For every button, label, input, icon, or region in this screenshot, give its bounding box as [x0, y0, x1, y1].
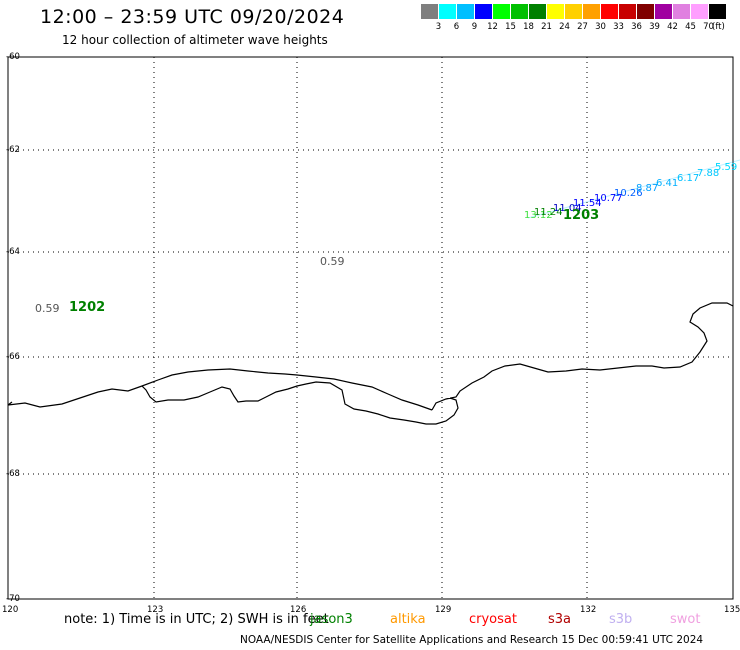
- legend-swatch: [493, 4, 510, 19]
- lon-tick: 135: [724, 605, 740, 615]
- legend-label: 15: [505, 22, 516, 32]
- legend-swatch: [637, 4, 654, 19]
- legend-swatch: [475, 4, 492, 19]
- lat-tick: -62: [6, 145, 20, 155]
- lon-tick: 126: [290, 605, 307, 615]
- legend-label: 36: [631, 22, 642, 32]
- map-subtitle: 12 hour collection of altimeter wave hei…: [62, 33, 328, 47]
- coastline: [7, 302, 734, 425]
- map-frame: [7, 56, 734, 600]
- color-legend: 3 6 9 12 15 18 21 24 27 30 33 36 39 42 4…: [421, 4, 729, 34]
- track-value-label: 10.26: [614, 188, 643, 199]
- legend-label: 39: [649, 22, 660, 32]
- legend-swatch: [457, 4, 474, 19]
- lat-tick: -70: [6, 594, 20, 604]
- legend-swatch: [673, 4, 690, 19]
- legend-swatch: [709, 4, 726, 19]
- legend-label: 9: [471, 22, 478, 32]
- legend-label: 24: [559, 22, 570, 32]
- note-text: note: 1) Time is in UTC; 2) SWH is in fe…: [64, 612, 329, 627]
- track-value-label: 13.12: [524, 210, 553, 221]
- lat-tick: -66: [6, 352, 20, 362]
- legend-swatch: [439, 4, 456, 19]
- legend-swatch: [601, 4, 618, 19]
- track-value-label: 8.87: [636, 183, 659, 194]
- legend-label: 42: [667, 22, 678, 32]
- legend-swatch: [655, 4, 672, 19]
- graticule: [8, 57, 733, 599]
- legend-label: 3: [435, 22, 442, 32]
- legend-label: 18: [523, 22, 534, 32]
- wave-value-label: 0.59: [35, 302, 60, 315]
- sat-s3b: s3b: [609, 612, 633, 627]
- track-value-label: 10.77: [594, 193, 623, 204]
- time-label: 1203: [563, 208, 600, 223]
- legend-unit: (ft): [712, 22, 725, 32]
- legend-swatch: [511, 4, 528, 19]
- legend-swatch: [691, 4, 708, 19]
- lat-tick: -60: [6, 52, 20, 62]
- track-value-label: 11.54: [573, 198, 602, 209]
- legend-swatch: [421, 4, 438, 19]
- legend-label: 30: [595, 22, 606, 32]
- lat-tick: -68: [6, 469, 20, 479]
- sat-s3a: s3a: [548, 612, 572, 627]
- sat-altika: altika: [390, 612, 426, 627]
- lon-tick: 129: [435, 605, 452, 615]
- legend-swatch: [529, 4, 546, 19]
- track-value-label: 5.59: [715, 162, 738, 173]
- legend-label: 6: [453, 22, 460, 32]
- track-value-label: 7.88: [697, 168, 720, 179]
- legend-label: 45: [685, 22, 696, 32]
- track-value-label: 6.41: [656, 178, 679, 189]
- track-value-label: 6.17: [677, 173, 700, 184]
- altimeter-track: [527, 159, 740, 219]
- legend-label: 21: [541, 22, 552, 32]
- sat-swot: swot: [670, 612, 701, 627]
- sat-jason3: jason3: [310, 612, 353, 627]
- lon-tick: 132: [580, 605, 597, 615]
- lon-tick: 120: [2, 605, 19, 615]
- lon-tick: 123: [147, 605, 164, 615]
- lat-tick: -64: [6, 247, 20, 257]
- legend-swatch: [619, 4, 636, 19]
- wave-value-label: 0.59: [320, 255, 345, 268]
- footer-credit: NOAA/NESDIS Center for Satellite Applica…: [240, 634, 704, 646]
- legend-label: 27: [577, 22, 588, 32]
- map-title: 12:00 – 23:59 UTC 09/20/2024: [40, 6, 345, 28]
- legend-label: 33: [613, 22, 624, 32]
- legend-swatch: [547, 4, 564, 19]
- time-label: 1202: [69, 300, 106, 315]
- legend-label: 12: [487, 22, 498, 32]
- legend-swatch: [565, 4, 582, 19]
- track-value-label: 11.04: [553, 203, 582, 214]
- legend-swatch: [583, 4, 600, 19]
- legend-label: 70: [703, 22, 714, 32]
- track-value-label: 11.24: [534, 207, 563, 218]
- sat-cryosat: cryosat: [469, 612, 517, 627]
